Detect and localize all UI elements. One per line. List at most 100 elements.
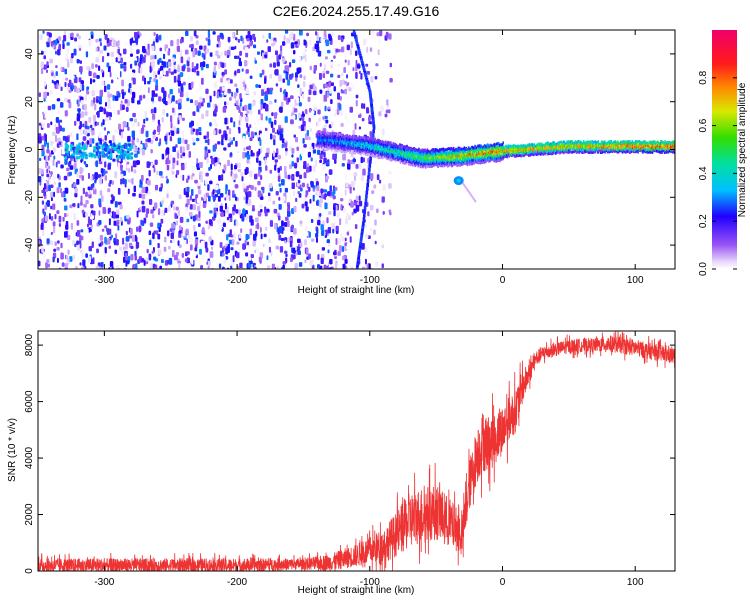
spectrogram-cell bbox=[71, 198, 75, 204]
spectrogram-cell bbox=[278, 234, 282, 241]
spectrogram-cell bbox=[337, 260, 341, 265]
spectrogram-cell bbox=[55, 117, 59, 123]
spectrogram-cell bbox=[207, 184, 210, 191]
spectrogram-cell bbox=[254, 37, 256, 42]
spectrogram-cell bbox=[245, 78, 249, 85]
spectrogram-cell bbox=[93, 146, 96, 150]
spectrogram-cell bbox=[152, 41, 155, 46]
spectrogram-cell bbox=[147, 87, 150, 94]
spectrogram-cell bbox=[208, 195, 211, 202]
spectrogram-cell bbox=[275, 191, 279, 196]
spectrogram-cell bbox=[132, 192, 136, 197]
spectrogram-cell bbox=[196, 163, 200, 168]
spectrogram-cell bbox=[102, 119, 105, 126]
spectrogram-cell bbox=[200, 66, 204, 71]
spectrogram-cell bbox=[77, 203, 80, 209]
spectrogram-cell bbox=[345, 182, 349, 188]
spectrogram-cell bbox=[214, 157, 218, 163]
spectrogram-cell bbox=[235, 88, 239, 93]
spectrogram-cell bbox=[81, 235, 84, 241]
spectrogram-cell bbox=[130, 63, 133, 69]
spectrogram-cell bbox=[199, 248, 202, 255]
spectrogram-cell bbox=[321, 193, 324, 198]
spectrogram-cell bbox=[224, 197, 227, 201]
spectrogram-cell bbox=[56, 127, 60, 134]
spectrogram-cell bbox=[312, 51, 316, 57]
spectrogram-cell bbox=[109, 261, 114, 267]
spectrogram-cell bbox=[363, 103, 366, 109]
spectrogram-cell bbox=[139, 184, 143, 188]
spectrogram-cell bbox=[326, 217, 329, 224]
spectrogram-cell bbox=[170, 122, 173, 129]
spectrogram-cell bbox=[107, 164, 111, 170]
spectrogram-cell bbox=[44, 183, 47, 190]
spectrogram-cell bbox=[204, 179, 208, 185]
spectrogram-cell bbox=[316, 200, 318, 206]
spectrogram-cell bbox=[272, 150, 276, 157]
spectrogram-cell bbox=[122, 106, 125, 110]
spectrogram-cell bbox=[170, 200, 175, 205]
spectrogram-cell bbox=[323, 189, 327, 193]
spectrogram-cell bbox=[83, 161, 87, 165]
spectrogram-cell bbox=[384, 269, 386, 275]
spectrogram-cell bbox=[304, 259, 307, 263]
spectrogram-cell bbox=[304, 48, 307, 52]
spectrogram-cell bbox=[315, 31, 318, 36]
spectrogram-cell bbox=[389, 211, 392, 216]
spectrogram-cell bbox=[44, 205, 48, 210]
spectrogram-cell bbox=[78, 45, 82, 49]
spectrogram-cell bbox=[50, 141, 53, 146]
spectrogram-cell bbox=[92, 114, 96, 122]
spectrogram-cell bbox=[101, 195, 104, 202]
spectrogram-cell bbox=[91, 90, 95, 97]
spectrogram-cell bbox=[209, 122, 212, 127]
spectrogram-cell bbox=[158, 142, 161, 147]
spectrogram-cell bbox=[348, 262, 351, 269]
spectrogram-cell bbox=[188, 151, 191, 158]
spectrogram-cell bbox=[191, 47, 193, 52]
spectrogram-cell bbox=[284, 250, 288, 254]
spectrogram-cell bbox=[324, 105, 327, 112]
spectrogram-cell bbox=[134, 255, 137, 261]
spectrogram-cell bbox=[235, 196, 238, 201]
spectrogram-cell bbox=[375, 63, 379, 67]
spectrogram-cell bbox=[119, 246, 122, 251]
spectrogram-cell bbox=[226, 126, 229, 130]
spectrogram-cell bbox=[273, 62, 276, 68]
spectrogram-cell bbox=[388, 33, 392, 40]
spectrogram-cell bbox=[282, 41, 286, 46]
spectrogram-cell bbox=[200, 33, 203, 40]
spectrogram-cell bbox=[58, 215, 62, 223]
spectrogram-cell bbox=[103, 154, 106, 158]
spectrogram-cell bbox=[242, 243, 246, 250]
spectrogram-cell bbox=[193, 253, 197, 257]
spectrogram-cell bbox=[148, 230, 152, 236]
spectrogram-cell bbox=[182, 130, 185, 138]
spectrogram-cell bbox=[141, 186, 146, 193]
spectrogram-cell bbox=[139, 86, 142, 91]
spectrogram-cell bbox=[46, 238, 50, 244]
spectrogram-cell bbox=[199, 96, 203, 103]
spectrogram-cell bbox=[172, 126, 176, 131]
spectrogram-cell bbox=[339, 96, 342, 101]
spectrogram-cell bbox=[214, 194, 218, 198]
spectrogram-cell bbox=[54, 214, 57, 220]
spectrogram-cell bbox=[258, 256, 261, 263]
spectrogram-cell bbox=[270, 268, 274, 269]
spectrogram-cell bbox=[354, 224, 358, 229]
spectrogram-cell bbox=[149, 222, 154, 227]
spectrogram-cell bbox=[109, 116, 112, 121]
spectrogram-cell bbox=[328, 169, 333, 175]
spectrogram-cell bbox=[298, 56, 302, 63]
spectrogram-cell bbox=[317, 254, 320, 260]
spectrogram-cell bbox=[91, 138, 95, 144]
spectrogram-cell bbox=[184, 206, 188, 212]
spectrogram-cell bbox=[122, 121, 127, 128]
spectrogram-cell bbox=[327, 86, 330, 91]
spectrogram-cell bbox=[189, 212, 193, 217]
spectrogram-cell bbox=[83, 104, 87, 111]
spectrogram-cell bbox=[316, 227, 319, 235]
spectrogram-cell bbox=[207, 39, 211, 46]
spectrogram-cell bbox=[139, 144, 143, 149]
spectrogram-cell bbox=[183, 81, 186, 86]
